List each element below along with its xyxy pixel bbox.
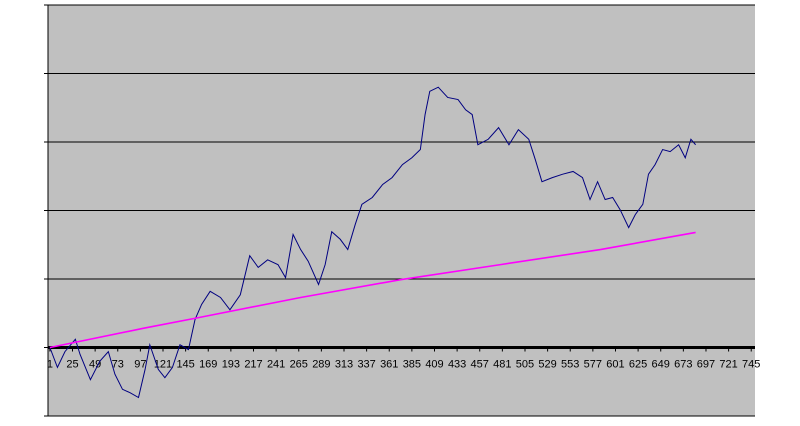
x-tick-label: 313 xyxy=(335,359,353,371)
x-tick-label: 553 xyxy=(561,359,579,371)
x-tick-label: 457 xyxy=(471,359,489,371)
x-tick-label: 1 xyxy=(47,359,53,371)
x-tick-label: 169 xyxy=(199,359,217,371)
x-tick-label: 529 xyxy=(538,359,556,371)
x-tick-label: 49 xyxy=(89,359,101,371)
x-tick-label: 241 xyxy=(267,359,285,371)
x-tick-label: 649 xyxy=(652,359,670,371)
x-tick-label: 385 xyxy=(403,359,421,371)
x-tick-label: 721 xyxy=(719,359,737,371)
x-tick-label: 481 xyxy=(493,359,511,371)
x-tick-label: 193 xyxy=(222,359,240,371)
x-tick-label: 217 xyxy=(244,359,262,371)
x-tick-label: 697 xyxy=(697,359,715,371)
x-tick-label: 145 xyxy=(176,359,194,371)
x-tick-label: 505 xyxy=(516,359,534,371)
line-series xyxy=(49,86,696,399)
x-tick-label: 601 xyxy=(606,359,624,371)
x-tick-label: 625 xyxy=(629,359,647,371)
x-tick-label: 409 xyxy=(425,359,443,371)
line-series xyxy=(49,231,696,349)
x-tick-label: 73 xyxy=(112,359,124,371)
x-tick-label: 97 xyxy=(134,359,146,371)
x-tick-label: 265 xyxy=(290,359,308,371)
x-tick-label: 577 xyxy=(584,359,602,371)
x-tick-label: 673 xyxy=(674,359,692,371)
x-tick-label: 289 xyxy=(312,359,330,371)
x-tick-label: 745 xyxy=(742,359,760,371)
x-tick-label: 337 xyxy=(357,359,375,371)
x-tick-label: 361 xyxy=(380,359,398,371)
x-tick-label: 121 xyxy=(154,359,172,371)
x-tick-label: 25 xyxy=(66,359,78,371)
x-tick-label: 433 xyxy=(448,359,466,371)
